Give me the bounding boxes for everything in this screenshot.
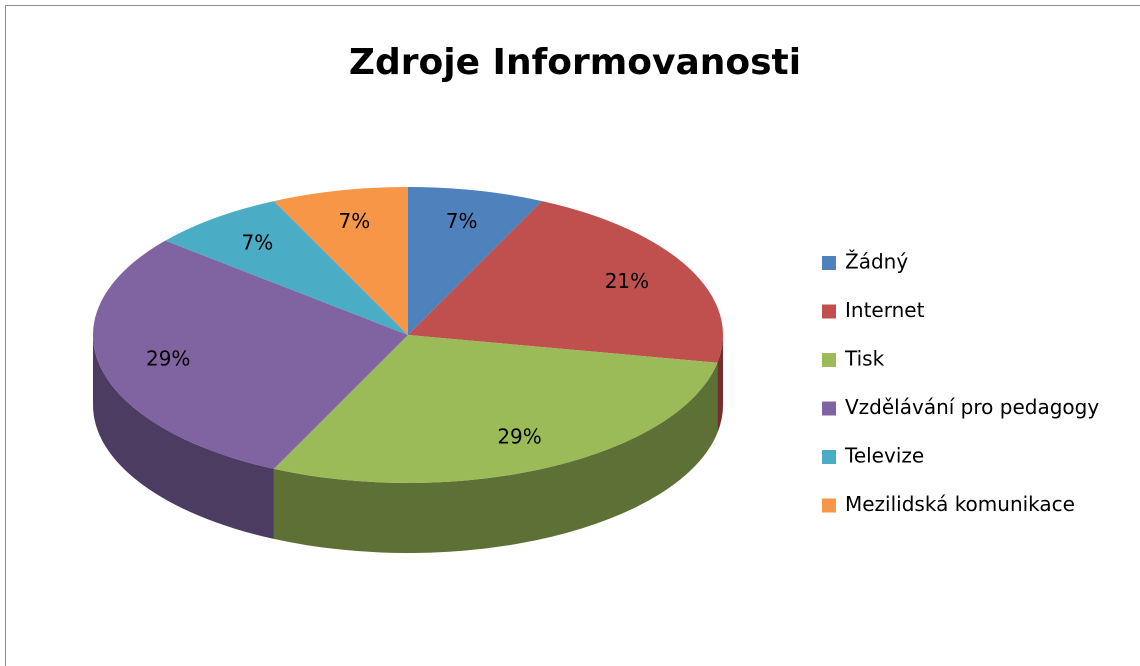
legend-swatch: [822, 401, 836, 416]
slice-side-shade: [92, 335, 274, 539]
legend-label: Žádný: [845, 250, 908, 274]
data-label: 7%: [446, 209, 478, 233]
legend-label: Internet: [845, 298, 925, 322]
slice: [273, 187, 408, 335]
slice: [408, 201, 723, 433]
legend-swatch: [822, 353, 836, 367]
chart-title: Zdroje Informovanosti: [349, 42, 801, 83]
data-label: 21%: [605, 269, 649, 293]
slice-side-shade: [717, 335, 723, 433]
data-label: 29%: [497, 424, 541, 448]
slice-side: [717, 335, 723, 433]
data-label: 29%: [146, 347, 190, 371]
legend-label: Tisk: [844, 347, 885, 371]
slice: [273, 335, 718, 554]
slice-top: [273, 187, 408, 335]
legend-label: Televize: [844, 444, 924, 468]
slice: [165, 201, 408, 335]
slice-top: [165, 201, 408, 335]
slice-top: [408, 201, 723, 363]
data-label: 7%: [242, 230, 274, 254]
slice-top: [273, 335, 718, 483]
slice: [92, 240, 408, 539]
legend-swatch: [822, 256, 836, 270]
slice-side-shade: [273, 362, 718, 554]
legend-swatch: [822, 304, 836, 319]
slice: [408, 187, 543, 335]
legend-swatch: [822, 450, 836, 464]
legend-label: Vzdělávání pro pedagogy: [845, 395, 1099, 419]
legend-swatch: [822, 498, 836, 513]
slice-side: [273, 362, 718, 554]
slice-top: [408, 187, 543, 335]
slice-side: [92, 335, 274, 539]
legend-label: Mezilidská komunikace: [845, 492, 1075, 516]
data-label: 7%: [339, 209, 371, 233]
slice-top: [92, 240, 408, 469]
